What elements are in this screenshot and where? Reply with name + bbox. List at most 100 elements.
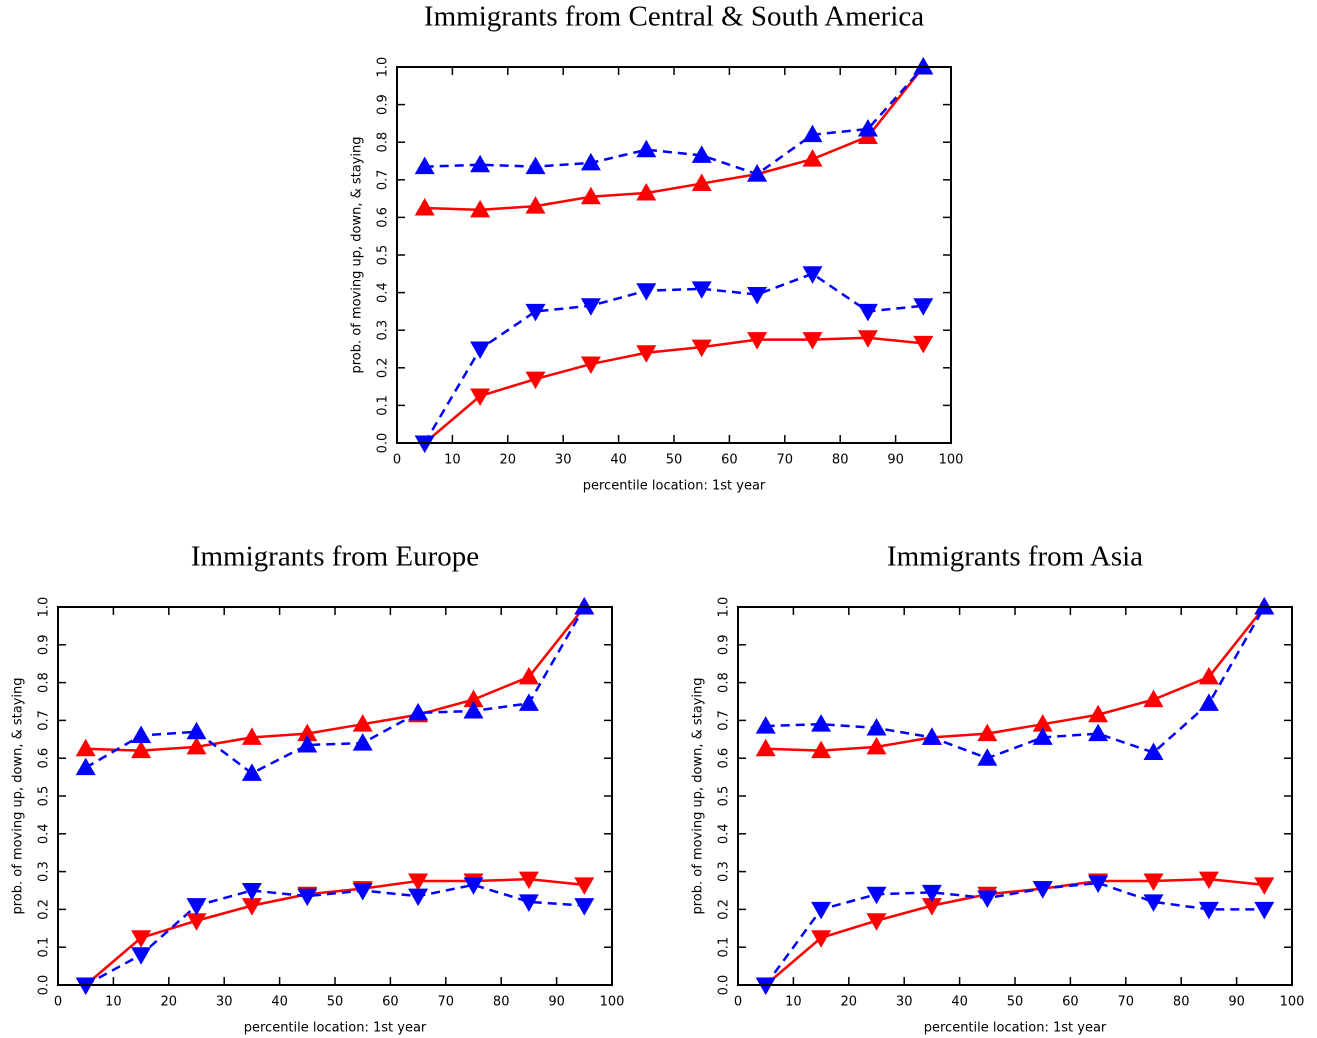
marker (1254, 877, 1275, 895)
plot-frame (57, 606, 613, 986)
marker (131, 930, 152, 948)
marker (755, 738, 776, 757)
x-tick-label: 100 (1280, 995, 1305, 1010)
marker (977, 748, 998, 766)
marker (414, 156, 435, 175)
marker (470, 199, 491, 218)
marker (352, 733, 373, 751)
x-tick-label: 80 (832, 453, 849, 468)
marker (802, 124, 823, 143)
marker (352, 714, 373, 732)
marker (525, 303, 546, 322)
y-tick-label: 0.5 (376, 245, 391, 266)
series-line (423, 272, 924, 444)
x-tick-label: 0 (54, 995, 62, 1010)
marker (518, 871, 539, 890)
marker (75, 738, 96, 757)
x-tick-label: 20 (500, 453, 517, 468)
chart-title: Immigrants from Europe (191, 541, 479, 573)
x-tick-label: 90 (887, 453, 904, 468)
marker (636, 139, 657, 158)
marker (811, 901, 832, 920)
marker (802, 266, 823, 284)
y-tick-label: 1.0 (37, 597, 52, 618)
marker (1032, 727, 1053, 745)
marker (802, 149, 823, 167)
marker (186, 721, 207, 740)
x-axis-label: percentile location: 1st year (244, 1021, 427, 1036)
marker (525, 196, 546, 214)
marker (414, 435, 435, 453)
marker (75, 977, 96, 995)
x-tick-label: 70 (777, 453, 794, 468)
y-tick-label: 0.5 (37, 786, 52, 807)
marker (921, 884, 942, 903)
marker (580, 152, 601, 171)
marker (131, 725, 152, 744)
marker (811, 930, 832, 948)
marker (921, 727, 942, 745)
x-tick-label: 100 (600, 995, 625, 1010)
marker (866, 717, 887, 736)
marker (1143, 894, 1164, 912)
marker (1088, 704, 1109, 723)
marker (857, 330, 878, 348)
marker (866, 886, 887, 905)
x-tick-label: 90 (1228, 995, 1245, 1010)
marker (913, 57, 934, 75)
x-tick-label: 40 (951, 995, 968, 1010)
marker (1198, 693, 1219, 711)
x-tick-label: 50 (1007, 995, 1024, 1010)
marker (580, 298, 601, 316)
marker (518, 693, 539, 711)
marker (186, 913, 207, 931)
marker (463, 877, 484, 895)
series-line (764, 877, 1265, 986)
x-tick-label: 60 (382, 995, 399, 1010)
marker (811, 714, 832, 732)
marker (297, 734, 318, 753)
x-tick-label: 50 (666, 453, 683, 468)
marker (352, 883, 373, 901)
y-tick-label: 0.4 (717, 823, 732, 844)
marker (470, 341, 491, 359)
marker (977, 723, 998, 742)
marker (1254, 597, 1275, 615)
x-tick-label: 30 (896, 995, 913, 1010)
y-tick-label: 0.4 (37, 823, 52, 844)
y-tick-label: 0.4 (376, 282, 391, 303)
marker (636, 345, 657, 363)
y-tick-label: 0.9 (376, 94, 391, 115)
series-line (424, 66, 925, 176)
x-axis-label: percentile location: 1st year (583, 479, 766, 494)
y-tick-label: 0.3 (37, 861, 52, 882)
series-line (85, 883, 585, 987)
x-tick-label: 0 (393, 453, 401, 468)
x-tick-label: 0 (734, 995, 742, 1010)
y-tick-label: 0.0 (37, 975, 52, 996)
marker (1198, 871, 1219, 890)
x-tick-label: 70 (1118, 995, 1135, 1010)
marker (241, 898, 262, 916)
marker (574, 877, 595, 895)
y-tick-label: 0.3 (717, 861, 732, 882)
marker (463, 700, 484, 719)
x-tick-label: 50 (327, 995, 344, 1010)
marker (241, 883, 262, 901)
marker (755, 977, 776, 995)
x-tick-label: 30 (555, 453, 572, 468)
marker (131, 740, 152, 759)
y-tick-label: 0.1 (717, 937, 732, 958)
marker (857, 303, 878, 322)
marker (747, 332, 768, 350)
plot-frame (396, 66, 952, 444)
marker (691, 173, 712, 192)
plot-frame (737, 606, 1293, 986)
marker (913, 335, 934, 354)
marker (414, 198, 435, 216)
y-tick-label: 0.2 (376, 357, 391, 378)
x-tick-label: 30 (216, 995, 233, 1010)
marker (1198, 666, 1219, 685)
marker (1088, 875, 1109, 893)
y-tick-label: 0.7 (37, 710, 52, 731)
